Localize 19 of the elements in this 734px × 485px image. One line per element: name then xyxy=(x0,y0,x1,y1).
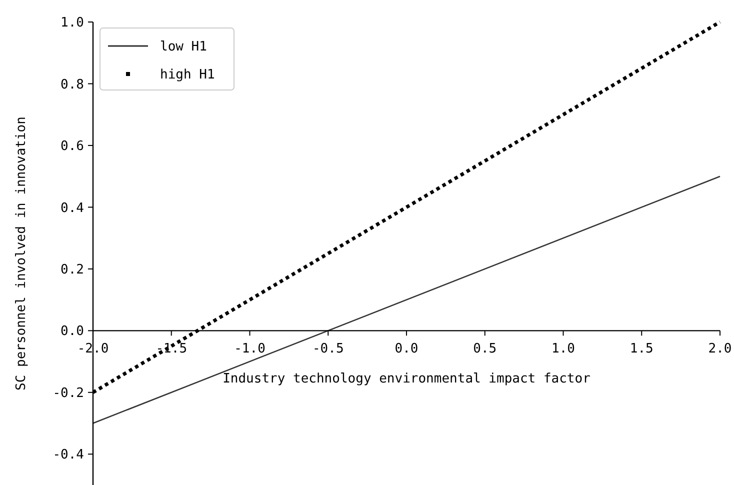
y-tick-label: 0.8 xyxy=(60,77,84,92)
x-tick-label: 0.5 xyxy=(473,342,497,357)
x-axis-title: Industry technology environmental impact factor xyxy=(222,372,591,387)
y-tick-label: 0.4 xyxy=(60,200,84,216)
y-axis-title: SC personnel involved in innovation xyxy=(14,116,29,390)
legend-label: high H1 xyxy=(160,68,215,83)
y-tick-label: -0.2 xyxy=(52,386,84,401)
x-tick-label: -0.5 xyxy=(312,342,344,357)
x-tick-label: 1.5 xyxy=(630,342,654,357)
x-tick-label: 2.0 xyxy=(708,342,732,357)
y-tick-label: 0.0 xyxy=(60,324,84,340)
y-tick-label: 0.2 xyxy=(60,262,84,278)
x-tick-label: 0.0 xyxy=(394,342,418,357)
x-tick-label: 1.0 xyxy=(552,342,575,357)
legend-label: low H1 xyxy=(160,40,207,55)
y-tick-label: -0.4 xyxy=(52,448,84,463)
x-tick-label: -1.0 xyxy=(234,342,266,357)
y-tick-label: 0.6 xyxy=(60,139,84,154)
y-tick-label: 1.0 xyxy=(60,16,84,31)
